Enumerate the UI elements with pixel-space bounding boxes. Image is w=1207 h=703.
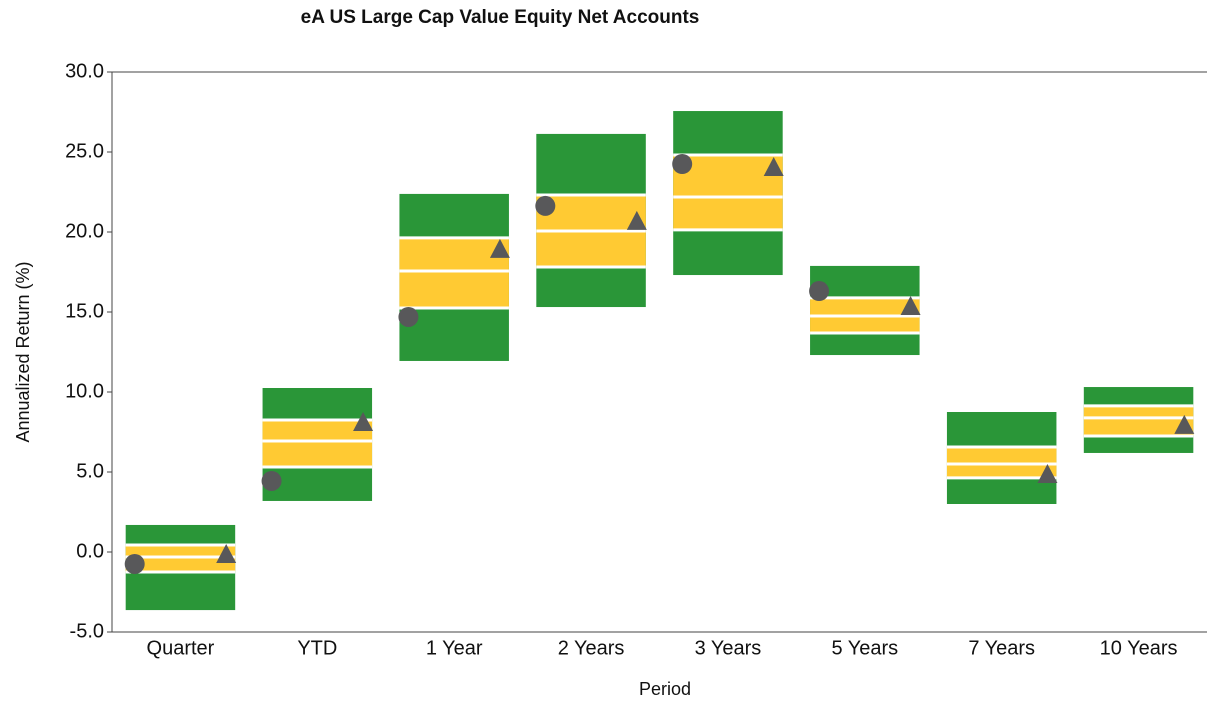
y-tick-label: -5.0 [70,620,104,642]
x-tick-label: 5 Years [831,637,898,659]
x-tick-label: Quarter [147,637,215,659]
portfolio-marker [124,554,145,574]
inner-box [399,237,509,308]
y-tick-label: 20.0 [65,220,104,242]
benchmark-marker [353,412,374,432]
inner-box [262,420,373,468]
benchmark-marker [1037,464,1058,484]
y-tick-label: 10.0 [65,380,104,402]
portfolio-marker [809,281,830,302]
chart-title: eA US Large Cap Value Equity Net Account… [301,7,700,28]
x-tick-label: 3 Years [695,637,762,659]
portfolio-marker [672,154,693,174]
y-tick-label: 25.0 [65,140,104,162]
benchmark-marker [216,544,237,564]
portfolio-marker [261,470,282,491]
x-tick-label: YTD [297,637,337,659]
y-tick-label: 0.0 [76,540,104,562]
x-tick-label: 10 Years [1100,637,1178,659]
y-axis-label: Annualized Return (%) [13,261,33,442]
benchmark-marker [900,296,921,316]
benchmark-marker [626,210,647,230]
inner-box [1083,405,1194,436]
y-tick-label: 15.0 [65,300,104,322]
benchmark-marker [763,157,784,176]
x-tick-label: 2 Years [558,637,625,659]
x-axis-label: Period [639,679,691,699]
x-tick-label: 7 Years [968,637,1035,659]
x-tick-label: 1 Year [426,637,483,659]
benchmark-marker [489,238,510,258]
portfolio-marker [535,195,556,216]
portfolio-marker [398,306,419,327]
benchmark-marker [1174,414,1195,434]
y-tick-label: 30.0 [65,60,104,82]
inner-box [946,447,1057,478]
y-tick-label: 5.0 [76,460,104,482]
